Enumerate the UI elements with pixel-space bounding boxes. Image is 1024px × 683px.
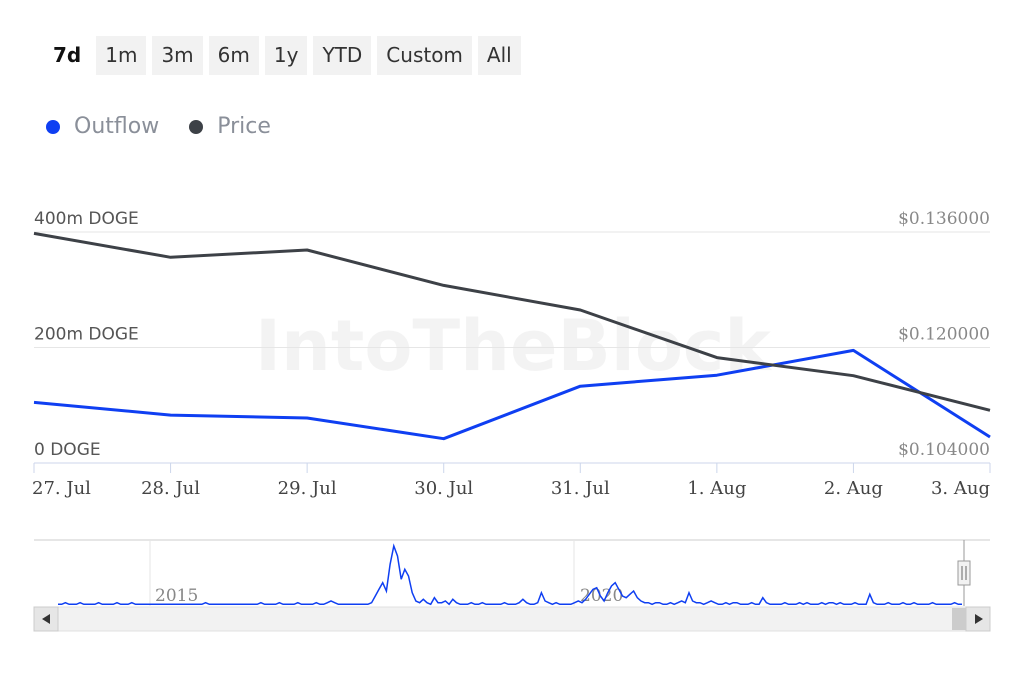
series-line-outflow [33, 348, 991, 441]
legend-item-outflow[interactable]: Outflow [46, 114, 159, 139]
legend-dot-price [189, 119, 204, 134]
navigator-year-label: 2015 [155, 586, 198, 606]
x-tick-label: 27. Jul [32, 478, 91, 499]
navigator-scrollbar-track[interactable] [33, 606, 991, 632]
y-tick-label-right: $0.104000 [898, 440, 990, 460]
y-tick-label-right: $0.136000 [898, 209, 990, 229]
range-selector: 7d 1m 3m 6m 1y YTD Custom All [44, 36, 521, 75]
range-button-6m[interactable]: 6m [208, 36, 259, 75]
legend-dot-outflow [46, 119, 60, 134]
range-button-7d[interactable]: 7d [44, 36, 91, 75]
watermark-text: IntoTheBlock [255, 305, 772, 387]
x-tick-label: 29. Jul [278, 478, 337, 499]
y-tick-label-left: 400m DOGE [34, 209, 139, 229]
x-tick-label: 3. Aug [931, 478, 990, 499]
navigator-year-label: 2020 [580, 586, 623, 606]
axes: 0 DOGE $0.104000 200m DOGE $0.120000 400m DO… [32, 209, 991, 499]
series-line-price [33, 231, 991, 412]
range-button-3m[interactable]: 3m [152, 36, 203, 75]
y-tick-label-left: 0 DOGE [34, 440, 101, 460]
x-tick-label: 30. Jul [414, 478, 473, 499]
x-tick-label: 2. Aug [824, 478, 883, 499]
legend-item-price[interactable]: Price [189, 114, 271, 139]
y-tick-label-right: $0.120000 [898, 325, 990, 345]
navigator-series-line [58, 543, 962, 606]
legend-label-price: Price [217, 114, 271, 139]
x-tick-label: 28. Jul [141, 478, 200, 499]
series-lines [33, 231, 991, 441]
range-button-1m[interactable]: 1m [96, 36, 147, 75]
grid-lines [34, 231, 990, 464]
legend-label-outflow: Outflow [74, 114, 160, 139]
range-button-1y[interactable]: 1y [264, 36, 308, 75]
scroll-left-arrow-icon [42, 614, 50, 624]
navigator-scrollbar-thumb[interactable] [952, 608, 966, 630]
x-tick-label: 31. Jul [551, 478, 610, 499]
scroll-right-arrow-icon [975, 614, 983, 624]
range-button-all[interactable]: All [477, 36, 521, 75]
range-button-custom[interactable]: Custom [377, 36, 472, 75]
x-tick-label: 1. Aug [687, 478, 746, 499]
y-tick-label-left: 200m DOGE [34, 325, 139, 345]
navigator[interactable]: 2015 2020 [33, 539, 991, 632]
navigator-handle[interactable] [957, 560, 971, 586]
chart-legend: Outflow Price [46, 114, 271, 139]
range-button-ytd[interactable]: YTD [313, 36, 372, 75]
